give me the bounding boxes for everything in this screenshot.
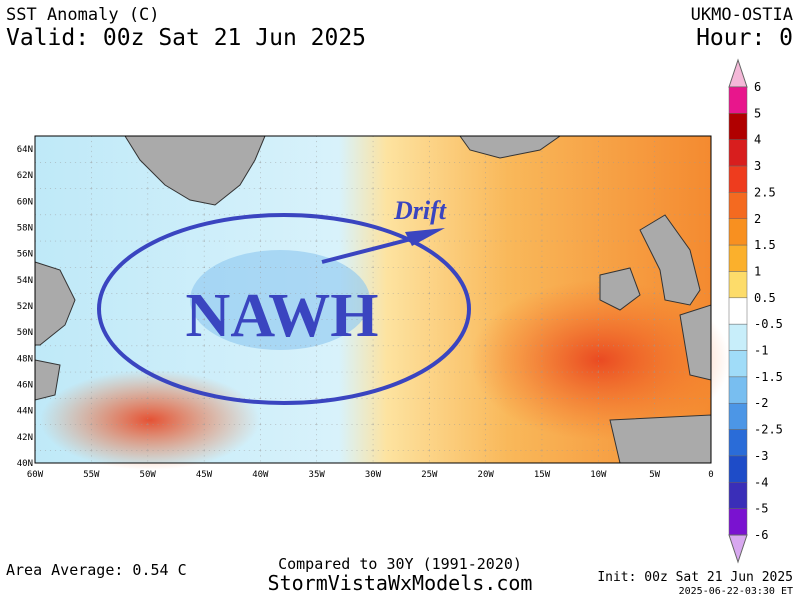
lon-label: 50W <box>140 470 157 480</box>
colorbar-segment <box>728 218 748 246</box>
greenland <box>124 135 266 206</box>
lon-label: 15W <box>534 470 551 480</box>
comparison: Compared to 30Y (1991-2020) <box>278 555 522 573</box>
colorbar-label: -3 <box>754 449 768 463</box>
colorbar-segment <box>728 165 748 193</box>
axis-labels: 64N 62N 60N 58N 56N 54N 52N 50N 48N 46N 44N 42N 40N6… <box>17 145 714 480</box>
colorbar-segment <box>728 508 748 536</box>
lat-label: 46N <box>17 381 33 391</box>
colorbar-segment <box>728 376 748 404</box>
colorbar-label: 4 <box>754 133 761 147</box>
valid-time: Valid: 00z Sat 21 Jun 2025 <box>6 25 366 51</box>
drift-arrowhead <box>405 228 445 246</box>
colorbar-label: -5 <box>754 502 768 516</box>
lat-label: 52N <box>17 302 33 312</box>
init-time: Init: 00z Sat 21 Jun 2025 <box>597 570 793 585</box>
drift-arrow <box>321 236 416 264</box>
colorbar: 6 5 4 3 2.5 2 1.5 1 0.5 -0.5 -1 -1.5 -2 -2.5 -3 -4 -5 -6 <box>728 58 783 564</box>
colorbar-segment <box>728 139 748 167</box>
lat-label: 64N <box>17 145 33 155</box>
colorbar-cap <box>728 534 748 564</box>
lat-label: 58N <box>17 224 33 234</box>
nawh-ellipse <box>97 213 471 405</box>
map-frame <box>34 135 712 464</box>
lon-label: 20W <box>478 470 495 480</box>
lon-label: 5W <box>649 470 660 480</box>
website: StormVistaWxModels.com <box>268 571 533 595</box>
lat-label: 42N <box>17 433 33 443</box>
lat-label: 62N <box>17 171 33 181</box>
colorbar-label: -6 <box>754 528 768 542</box>
colorbar-label: 6 <box>754 80 761 94</box>
lat-label: 48N <box>17 354 33 364</box>
lon-label: 30W <box>365 470 382 480</box>
colorbar-label: -1.5 <box>754 370 783 384</box>
colorbar-label: 2.5 <box>754 185 776 199</box>
colorbar-segment <box>728 192 748 220</box>
colorbar-label: -0.5 <box>754 317 783 331</box>
colorbar-label: -1 <box>754 344 768 358</box>
colorbar-label: 0.5 <box>754 291 776 305</box>
lon-label: 45W <box>196 470 213 480</box>
drift-label: Drift <box>393 196 447 225</box>
colorbar-label: 2 <box>754 212 761 226</box>
map: Drift NAWH <box>34 135 730 470</box>
colorbar-segment <box>728 86 748 114</box>
lon-label: 60W <box>27 470 44 480</box>
lon-label: 55W <box>83 470 100 480</box>
lon-label: 10W <box>590 470 607 480</box>
title: SST Anomaly (C) <box>6 5 160 25</box>
lat-label: 54N <box>17 276 33 286</box>
colorbar-segment <box>728 113 748 140</box>
lat-label: 60N <box>17 197 33 207</box>
lat-label: 40N <box>17 459 33 469</box>
iberia <box>609 414 712 464</box>
colorbar-segment <box>728 402 748 430</box>
colorbar-segment <box>728 482 748 509</box>
colorbar-label: 5 <box>754 106 761 120</box>
grid <box>35 136 711 463</box>
colorbar-cap <box>728 58 748 88</box>
colorbar-label: 1 <box>754 264 761 278</box>
lat-label: 50N <box>17 328 33 338</box>
colorbar-segment <box>728 244 748 272</box>
colorbar-label: 3 <box>754 159 761 173</box>
lat-label: 56N <box>17 250 33 260</box>
colorbar-segment <box>728 323 748 351</box>
colorbar-segment <box>728 297 748 325</box>
colorbar-label: -4 <box>754 475 768 489</box>
colorbar-segment <box>728 429 748 457</box>
lon-label: 25W <box>421 470 438 480</box>
lat-label: 44N <box>17 407 33 417</box>
timestamp: 2025-06-22-03:30 ET <box>679 586 793 597</box>
colorbar-label: -2.5 <box>754 423 783 437</box>
colorbar-segment <box>728 271 748 299</box>
colorbar-segment <box>728 455 748 483</box>
area-average: Area Average: 0.54 C <box>6 561 187 579</box>
colorbar-label: 1.5 <box>754 238 776 252</box>
britain <box>639 214 701 306</box>
colorbar-segment <box>728 350 748 378</box>
ireland <box>599 267 641 311</box>
lon-label: 35W <box>309 470 326 480</box>
colorbar-label: -2 <box>754 396 768 410</box>
lon-label: 40W <box>252 470 269 480</box>
source: UKMO-OSTIA <box>691 5 793 25</box>
hour: Hour: 0 <box>696 25 793 51</box>
lon-label: 0 <box>708 470 713 480</box>
nawh-label: NAWH <box>186 282 379 350</box>
